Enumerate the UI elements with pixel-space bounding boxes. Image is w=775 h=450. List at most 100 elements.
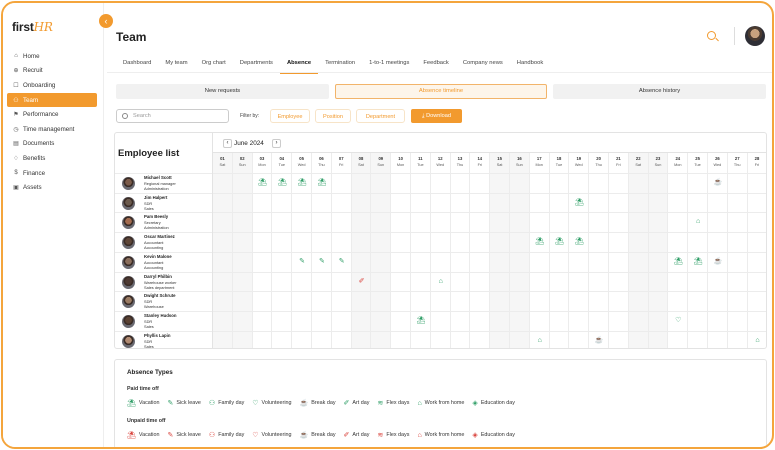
- absence-history-tab[interactable]: Absence history: [553, 84, 766, 99]
- new-requests-tab[interactable]: New requests: [116, 84, 329, 99]
- sidebar-item-home[interactable]: ⌂ Home: [7, 49, 97, 64]
- download-button[interactable]: ⤓ Download: [411, 109, 462, 123]
- day-name: Wed: [297, 163, 306, 167]
- employee-row[interactable]: Darryl Philbin Warehouse worker Sales depa…: [115, 271, 213, 292]
- sidebar-item-time-management[interactable]: ◷ Time management: [7, 122, 97, 137]
- employee-name: Phyllis Lapin: [144, 332, 171, 338]
- day-name: Sat: [496, 163, 503, 167]
- tab-handbook[interactable]: Handbook: [516, 60, 544, 66]
- tab-dashboard[interactable]: Dashboard: [123, 60, 152, 66]
- prev-month-button[interactable]: ‹: [223, 139, 232, 148]
- absence-type-label: Vacation: [138, 400, 160, 406]
- sick-leave-icon[interactable]: ✎: [318, 257, 325, 265]
- work-from-home-icon[interactable]: ⌂: [438, 277, 443, 285]
- employee-role: SDR: [144, 299, 153, 305]
- day-number: 18: [556, 156, 562, 161]
- employee-filter-button[interactable]: Employee: [270, 109, 310, 123]
- break-day-icon[interactable]: ☕: [713, 257, 723, 265]
- employee-row[interactable]: Phyllis Lapin SDR Sales: [115, 330, 213, 348]
- vacation-icon[interactable]: ⛱: [317, 179, 327, 186]
- day-number: 20: [596, 156, 601, 161]
- day-column: 07 Fri: [332, 153, 352, 348]
- vacation-icon[interactable]: ⛱: [416, 316, 426, 324]
- day-name: Thu: [595, 163, 602, 167]
- search-input[interactable]: Search: [116, 109, 229, 123]
- sick-leave-icon[interactable]: ✎: [299, 257, 306, 265]
- employee-name: Darryl Philbin: [144, 273, 172, 279]
- sick-leave-icon[interactable]: ✎: [338, 257, 345, 265]
- vacation-icon[interactable]: ⛱: [673, 257, 683, 265]
- tab-departments[interactable]: Departments: [239, 60, 273, 66]
- absence-timeline-tab[interactable]: Absence timeline: [335, 84, 547, 99]
- break-day-icon[interactable]: ☕: [594, 336, 604, 344]
- vacation-icon[interactable]: ⛱: [535, 238, 545, 246]
- day-name: Sun: [516, 163, 523, 167]
- day-number: 03: [259, 156, 265, 161]
- day-name: Wed: [436, 163, 445, 167]
- art-day-icon[interactable]: ✐: [358, 277, 365, 285]
- absence-type-sick-leave: ✎ Sick leave: [167, 399, 200, 407]
- day-name: Sat: [635, 163, 642, 167]
- vacation-icon[interactable]: ⛱: [693, 257, 703, 265]
- employee-row[interactable]: Stanley Hudson SDR Sales: [115, 310, 213, 331]
- employee-row[interactable]: Oscar Martinez Accountant Accounting: [115, 232, 213, 252]
- tab-company-news[interactable]: Company news: [462, 60, 503, 66]
- vacation-icon[interactable]: ⛱: [297, 179, 307, 186]
- vacation-icon[interactable]: ⛱: [258, 179, 267, 186]
- tab-org-chart[interactable]: Org chart: [201, 60, 226, 66]
- day-name: Sat: [358, 163, 364, 167]
- position-filter-button[interactable]: Position: [315, 109, 351, 123]
- employee-avatar: [122, 275, 135, 289]
- day-name: Tue: [555, 163, 563, 167]
- sidebar-item-assets[interactable]: ▣ Assets: [7, 180, 97, 195]
- unpaid-types-row: ⛱ Vacation ✎ Sick leave ⚇ Family day ♡ Voluntee…: [127, 431, 515, 440]
- absence-type-label: Family day: [218, 400, 245, 406]
- employee-avatar: [122, 196, 135, 210]
- sidebar-item-recruit[interactable]: ⊕ Recruit: [7, 64, 97, 79]
- next-month-button[interactable]: ›: [272, 139, 281, 148]
- search-icon[interactable]: [707, 31, 716, 40]
- absence-type-label: Family day: [218, 432, 245, 438]
- employee-row[interactable]: Pam Beesly Secretary Administration: [115, 212, 213, 232]
- vacation-icon[interactable]: ⛱: [555, 238, 564, 246]
- sidebar-item-performance[interactable]: ⚑ Performance: [7, 107, 97, 122]
- tab-1-to-1-meetings[interactable]: 1-to-1 meetings: [369, 60, 410, 66]
- employee-row[interactable]: Kevin Malone Accountant Accounting: [115, 251, 213, 272]
- sidebar-item-label: Performance: [23, 111, 59, 119]
- collapse-sidebar-button[interactable]: ‹: [99, 14, 113, 28]
- absence-type-family-day: ⚇ Family day: [209, 399, 244, 407]
- employee-role: Accountant: [144, 240, 164, 246]
- vacation-icon[interactable]: ⛱: [277, 179, 287, 186]
- day-name: Sat: [219, 163, 226, 167]
- tab-my-team[interactable]: My team: [165, 60, 188, 66]
- day-name: Mon: [258, 163, 266, 167]
- work-from-home-icon[interactable]: ⌂: [537, 336, 542, 344]
- department-filter-button[interactable]: Department: [356, 109, 405, 123]
- day-number: 13: [457, 156, 463, 161]
- work-from-home-icon[interactable]: ⌂: [755, 336, 760, 344]
- tab-absence[interactable]: Absence: [279, 60, 319, 74]
- employee-name: Kevin Malone: [144, 253, 172, 259]
- employee-role: SDR: [144, 338, 153, 344]
- employee-row[interactable]: Michael Scott Regional manager Administrat…: [115, 173, 213, 193]
- vacation-icon[interactable]: ⛱: [574, 198, 584, 206]
- vacation-icon[interactable]: ⛱: [574, 238, 584, 246]
- tab-termination[interactable]: Termination: [325, 60, 356, 66]
- sidebar-item-documents[interactable]: ▤ Documents: [7, 137, 97, 152]
- employee-row[interactable]: Jim Halpert SDR Sales: [115, 192, 213, 213]
- work-from-home-icon[interactable]: ⌂: [695, 218, 701, 226]
- user-avatar[interactable]: [745, 26, 765, 46]
- tab-feedback[interactable]: Feedback: [423, 60, 449, 66]
- clock-icon: ◷: [13, 126, 19, 133]
- day-column: 27 Thu: [728, 153, 748, 348]
- day-name: Thu: [733, 163, 741, 167]
- art-day-icon: ✐: [343, 432, 350, 439]
- sidebar-item-finance[interactable]: $ Finance: [7, 166, 97, 181]
- employee-row[interactable]: Dwight Schrute SDR Warehouse: [115, 291, 213, 311]
- sidebar-item-benefits[interactable]: ♢ Benefits: [7, 151, 97, 166]
- day-number: 23: [655, 156, 661, 161]
- sidebar-item-team[interactable]: ⚇ Team: [7, 92, 97, 108]
- break-day-icon[interactable]: ☕: [713, 179, 723, 186]
- sidebar-item-onboarding[interactable]: ☐ Onboarding: [7, 78, 97, 93]
- volunteering-icon[interactable]: ♡: [675, 316, 682, 324]
